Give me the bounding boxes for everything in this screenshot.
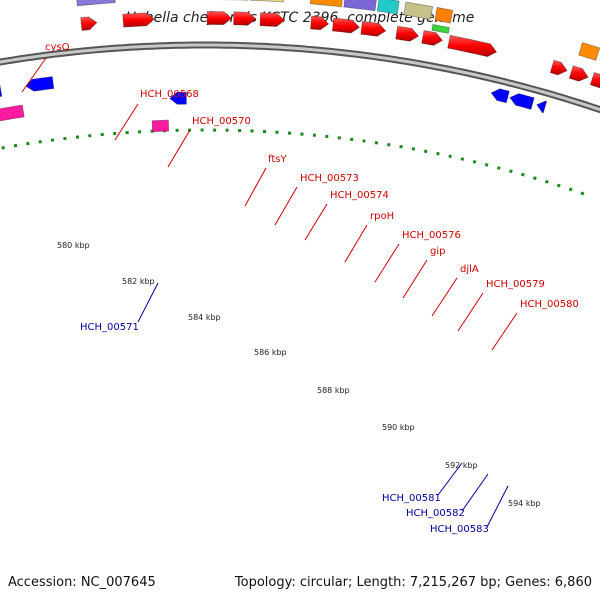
genome-backbone: [0, 41, 600, 114]
cds-forward-11: [421, 30, 444, 46]
feature-track: [0, 0, 600, 133]
label-leader: [274, 186, 298, 226]
gc-dot: [399, 145, 403, 149]
cds-forward-2: [80, 16, 98, 31]
label-leader: [491, 312, 518, 351]
gene-block-forward-2: [76, 0, 116, 7]
gc-dot: [533, 176, 537, 180]
gc-dot: [568, 187, 573, 192]
gene-label-forward: HCH_00570: [192, 116, 251, 127]
label-leader: [21, 57, 47, 93]
gene-label-forward: HCH_00568: [140, 89, 199, 100]
label-leader: [114, 103, 139, 141]
gene-block-small-green: [431, 23, 450, 34]
gene-label-forward: cysQ: [45, 42, 70, 53]
tick-label: 588 kbp: [317, 386, 350, 395]
gene-label-forward: gip: [430, 246, 445, 257]
gc-dot: [580, 191, 585, 196]
tick-label: 592 kbp: [445, 461, 478, 470]
gene-label-forward: HCH_00580: [520, 299, 579, 310]
gene-labels: cysQ HCH_00568 HCH_00570 ftsY HCH_00573 HCH_0…: [21, 42, 579, 535]
label-leader: [457, 292, 484, 332]
tick-label: 590 kbp: [382, 423, 415, 432]
cds-reverse-6: [536, 100, 548, 114]
gc-dot: [556, 183, 561, 188]
genome-summary-text: Topology: circular; Length: 7,215,267 bp…: [234, 575, 592, 590]
gene-block-forward-6: [343, 0, 377, 12]
gene-label-reverse: HCH_00582: [406, 508, 465, 519]
gene-label-forward: djlA: [460, 264, 479, 275]
cds-reverse-4: [490, 88, 510, 104]
gene-label-reverse: HCH_00571: [80, 322, 139, 333]
label-leader: [304, 203, 328, 241]
cds-forward-15: [589, 72, 600, 89]
label-leader: [402, 259, 428, 299]
cds-forward-9: [360, 20, 387, 37]
gc-dot: [436, 151, 440, 156]
cds-forward-3: [122, 12, 155, 28]
tick-label: 586 kbp: [254, 348, 287, 357]
gene-label-forward: HCH_00574: [330, 190, 389, 201]
gc-dot: [460, 157, 465, 161]
cds-forward-8: [331, 17, 361, 34]
cds-forward-13: [549, 59, 568, 76]
cds-reverse-2: [25, 76, 55, 92]
gene-label-reverse: HCH_00581: [382, 493, 441, 504]
gc-dot: [13, 143, 18, 148]
cds-forward-14: [568, 65, 589, 82]
gene-block-forward-8: [403, 1, 434, 20]
label-leader: [437, 462, 463, 496]
gene-label-forward: rpoH: [370, 211, 394, 222]
gc-dot: [544, 179, 549, 184]
cds-forward-10: [395, 25, 420, 42]
cds-reverse-1: [0, 83, 3, 97]
gc-dot: [496, 166, 501, 170]
gc-dot: [423, 149, 428, 154]
gc-dot: [448, 154, 452, 159]
label-leader: [167, 129, 191, 168]
gc-dot: [521, 172, 525, 177]
label-leader: [461, 473, 489, 512]
cds-forward-12: [447, 34, 498, 58]
gc-dot: [509, 169, 513, 174]
gene-block-forward-4: [249, 0, 285, 3]
gene-block-reverse-2: [151, 119, 170, 133]
cds-reverse-3: [169, 91, 187, 105]
gene-label-forward: HCH_00573: [300, 173, 359, 184]
cds-forward-7: [310, 15, 330, 31]
gene-label-forward: HCH_00579: [486, 279, 545, 290]
tick-label: 580 kbp: [57, 241, 90, 250]
gc-dot: [1, 146, 5, 150]
gene-block-forward-9: [434, 6, 454, 24]
tick-label: 584 kbp: [188, 313, 221, 322]
label-leader: [374, 243, 400, 283]
gene-label-forward: HCH_00576: [402, 230, 461, 241]
gc-dot: [484, 163, 489, 167]
gc-content-track: [1, 128, 585, 196]
gc-dot: [472, 160, 477, 164]
gc-dot: [411, 147, 416, 151]
gene-block-forward-10: [578, 42, 600, 61]
tick-label: 594 kbp: [508, 499, 541, 508]
gc-dot: [387, 143, 391, 147]
gene-block-forward-5: [309, 0, 343, 8]
label-leader: [137, 282, 159, 323]
gene-block-forward-7: [376, 0, 400, 15]
cds-reverse-5: [509, 93, 535, 110]
label-leader: [244, 167, 267, 207]
gene-label-reverse: HCH_00583: [430, 524, 489, 535]
gene-block-reverse-1: [0, 104, 25, 122]
gene-label-forward: ftsY: [268, 154, 287, 165]
accession-text: Accession: NC_007645: [8, 575, 156, 590]
cds-forward-6: [259, 12, 286, 27]
gc-dot: [26, 141, 30, 146]
label-leader: [431, 277, 458, 317]
label-leader: [486, 485, 509, 528]
cds-forward-4: [206, 11, 233, 26]
label-leader: [344, 224, 368, 263]
tick-label: 582 kbp: [122, 277, 155, 286]
cds-forward-5: [233, 11, 257, 26]
kbp-ruler: 580 kbp 582 kbp 584 kbp 586 kbp 588 kbp 590 k…: [57, 241, 541, 508]
